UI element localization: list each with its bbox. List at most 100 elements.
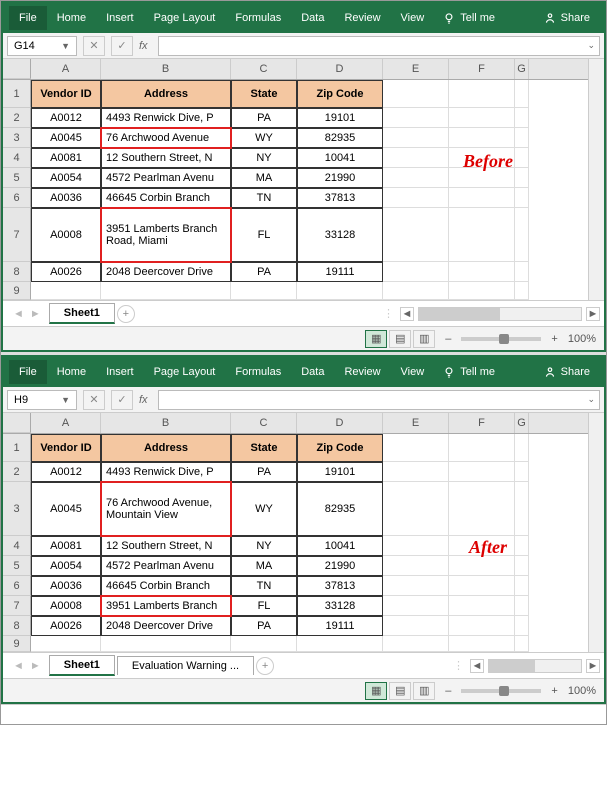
page-break-view-icon[interactable]: ▥ <box>413 330 435 348</box>
prev-sheet-icon[interactable]: ► <box>30 308 41 320</box>
cell[interactable] <box>231 282 297 300</box>
cell[interactable] <box>383 148 449 168</box>
name-box[interactable]: H9 ▼ <box>7 390 77 410</box>
sheet-tab[interactable]: Evaluation Warning ... <box>117 656 254 675</box>
cell[interactable] <box>449 128 515 148</box>
name-box[interactable]: G14 ▼ <box>7 36 77 56</box>
sheet-tab[interactable]: Sheet1 <box>49 655 115 676</box>
col-header[interactable]: A <box>31 413 101 433</box>
cell[interactable] <box>449 282 515 300</box>
cell[interactable] <box>515 128 529 148</box>
cell[interactable]: 19111 <box>297 262 383 282</box>
cell[interactable]: A0054 <box>31 168 101 188</box>
cell[interactable]: 10041 <box>297 536 383 556</box>
cell[interactable]: A0045 <box>31 482 101 536</box>
cell[interactable]: WY <box>231 128 297 148</box>
col-header[interactable]: B <box>101 59 231 79</box>
cell[interactable] <box>449 188 515 208</box>
col-header[interactable]: F <box>449 59 515 79</box>
cell[interactable]: PA <box>231 108 297 128</box>
cell[interactable] <box>383 188 449 208</box>
col-header[interactable]: E <box>383 413 449 433</box>
header-vendor-id[interactable]: Vendor ID <box>31 80 101 108</box>
header-zip[interactable]: Zip Code <box>297 80 383 108</box>
cell[interactable] <box>31 636 101 652</box>
cell[interactable]: NY <box>231 148 297 168</box>
cell[interactable]: 4493 Renwick Dive, P <box>101 462 231 482</box>
tab-data[interactable]: Data <box>291 360 334 384</box>
tab-insert[interactable]: Insert <box>96 360 144 384</box>
cell[interactable] <box>449 462 515 482</box>
formula-bar[interactable]: ⌄ <box>158 390 600 410</box>
fx-icon[interactable]: fx <box>139 40 148 52</box>
cell[interactable]: 10041 <box>297 148 383 168</box>
cell[interactable] <box>515 616 529 636</box>
row-header[interactable]: 6 <box>3 188 31 208</box>
enter-icon[interactable]: ✓ <box>111 36 133 56</box>
header-zip[interactable]: Zip Code <box>297 434 383 462</box>
cell[interactable] <box>515 556 529 576</box>
header-address[interactable]: Address <box>101 434 231 462</box>
enter-icon[interactable]: ✓ <box>111 390 133 410</box>
cell[interactable] <box>297 636 383 652</box>
col-header[interactable]: C <box>231 413 297 433</box>
cell[interactable] <box>515 148 529 168</box>
cell[interactable] <box>515 282 529 300</box>
cell[interactable] <box>383 262 449 282</box>
cell[interactable]: 33128 <box>297 208 383 262</box>
cell[interactable] <box>515 80 529 108</box>
row-header[interactable]: 5 <box>3 556 31 576</box>
header-state[interactable]: State <box>231 434 297 462</box>
cell[interactable] <box>449 482 515 536</box>
tab-data[interactable]: Data <box>291 6 334 30</box>
scroll-right-icon[interactable]: ► <box>586 307 600 321</box>
cell[interactable] <box>383 208 449 262</box>
share-button[interactable]: Share <box>535 365 598 379</box>
cell[interactable] <box>515 636 529 652</box>
sheet-tab[interactable]: Sheet1 <box>49 303 115 324</box>
cell[interactable] <box>515 188 529 208</box>
row-header[interactable]: 8 <box>3 616 31 636</box>
page-layout-view-icon[interactable]: ▤ <box>389 682 411 700</box>
tab-file[interactable]: File <box>9 360 47 384</box>
cell[interactable]: PA <box>231 616 297 636</box>
cell[interactable]: 46645 Corbin Branch <box>101 188 231 208</box>
cell[interactable]: 82935 <box>297 128 383 148</box>
cell[interactable] <box>449 616 515 636</box>
select-all[interactable] <box>3 59 31 79</box>
cell[interactable] <box>31 282 101 300</box>
cell[interactable] <box>515 208 529 262</box>
cell[interactable]: A0012 <box>31 462 101 482</box>
cell[interactable]: A0036 <box>31 188 101 208</box>
row-header[interactable]: 4 <box>3 148 31 168</box>
cell[interactable] <box>297 282 383 300</box>
cell[interactable]: WY <box>231 482 297 536</box>
cell[interactable]: 2048 Deercover Drive <box>101 262 231 282</box>
cell[interactable]: TN <box>231 576 297 596</box>
header-address[interactable]: Address <box>101 80 231 108</box>
cell[interactable] <box>515 576 529 596</box>
row-header[interactable]: 2 <box>3 108 31 128</box>
cell[interactable]: PA <box>231 462 297 482</box>
normal-view-icon[interactable]: ▦ <box>365 330 387 348</box>
cell[interactable] <box>383 556 449 576</box>
cell-highlighted[interactable]: 3951 Lamberts Branch <box>101 596 231 616</box>
tab-review[interactable]: Review <box>334 360 390 384</box>
cell[interactable] <box>449 434 515 462</box>
row-header[interactable]: 9 <box>3 282 31 300</box>
cell[interactable] <box>383 282 449 300</box>
cell[interactable] <box>101 636 231 652</box>
new-sheet-icon[interactable]: + <box>256 657 274 675</box>
scroll-left-icon[interactable]: ◄ <box>470 659 484 673</box>
zoom-slider[interactable] <box>461 689 541 693</box>
cell[interactable]: 4493 Renwick Dive, P <box>101 108 231 128</box>
row-header[interactable]: 1 <box>3 80 31 108</box>
col-header[interactable]: B <box>101 413 231 433</box>
zoom-level[interactable]: 100% <box>568 685 596 697</box>
share-button[interactable]: Share <box>535 11 598 25</box>
cell[interactable]: 46645 Corbin Branch <box>101 576 231 596</box>
tell-me[interactable]: Tell me <box>434 11 503 25</box>
row-header[interactable]: 8 <box>3 262 31 282</box>
cell[interactable] <box>383 636 449 652</box>
tab-formulas[interactable]: Formulas <box>225 360 291 384</box>
